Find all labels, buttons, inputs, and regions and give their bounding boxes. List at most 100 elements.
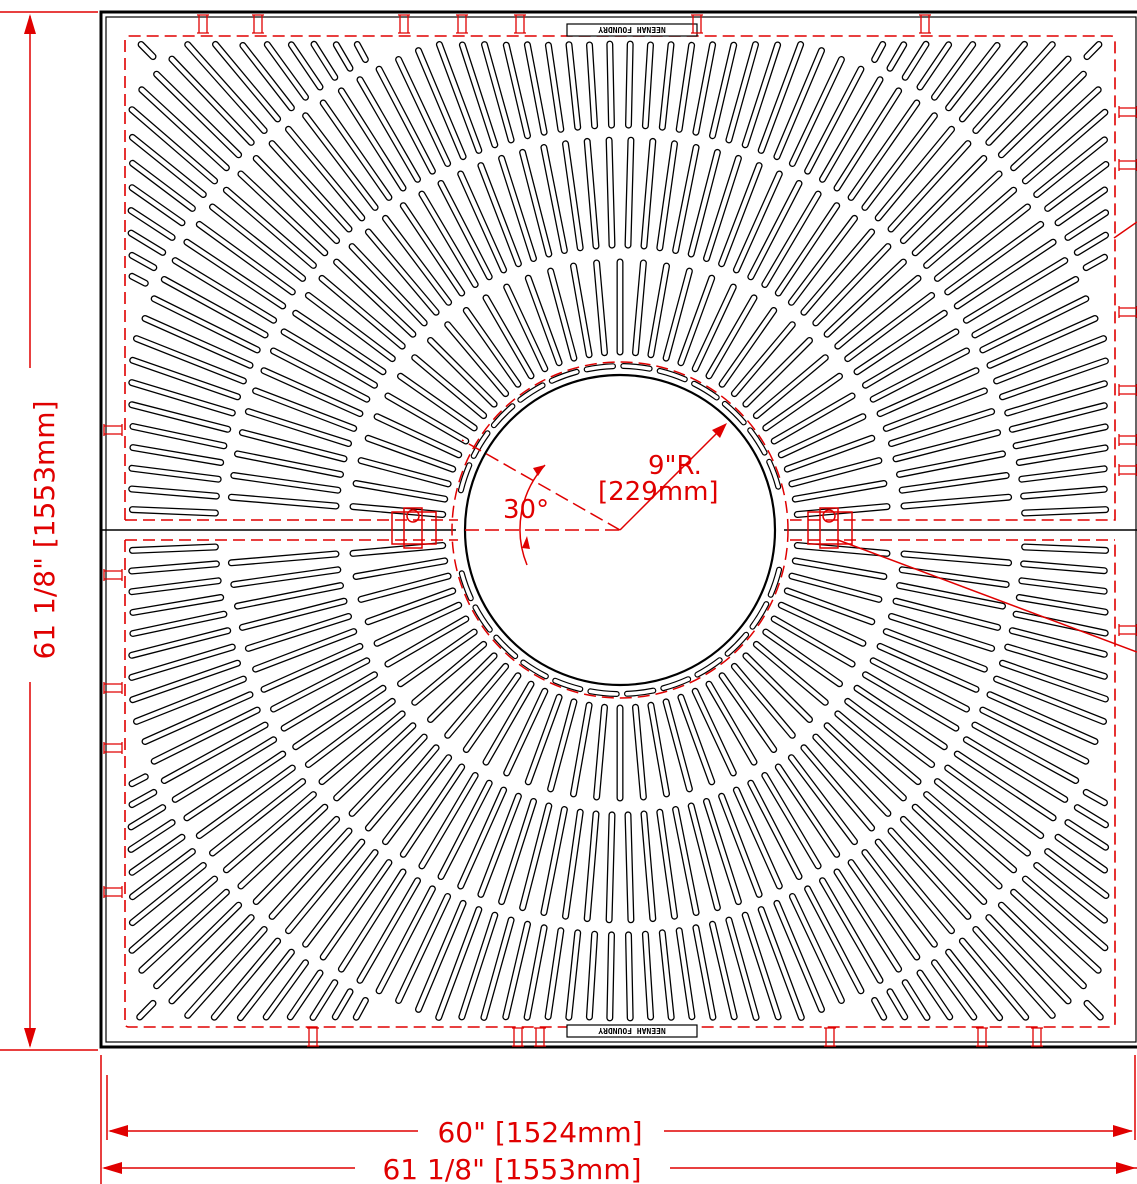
slot-opening bbox=[660, 930, 674, 1020]
center-dashed-ring bbox=[451, 361, 789, 699]
inner-arc-slot bbox=[695, 658, 722, 677]
slot-opening bbox=[412, 642, 486, 705]
slot-opening bbox=[261, 368, 363, 416]
fastener-mark bbox=[103, 742, 123, 754]
slot-opening bbox=[734, 171, 782, 273]
slot-opening bbox=[366, 588, 455, 624]
slot-opening bbox=[288, 970, 323, 1020]
slot-opening bbox=[999, 71, 1086, 158]
slot-opening bbox=[863, 329, 959, 388]
slot-opening bbox=[790, 57, 844, 166]
slot-opening bbox=[932, 960, 976, 1020]
left-dimension-label: 61 1/8" [1553mm] bbox=[28, 400, 61, 659]
inner-arc-slot bbox=[550, 370, 579, 383]
slot-opening bbox=[1065, 820, 1108, 850]
slot-opening bbox=[303, 850, 378, 947]
slot-opening bbox=[973, 927, 1055, 1018]
slot-opening bbox=[772, 393, 855, 444]
slot-opening bbox=[224, 187, 316, 268]
slot-opening bbox=[876, 839, 954, 933]
slot-opening bbox=[172, 737, 276, 802]
slot-opening bbox=[901, 156, 986, 243]
slot-opening bbox=[789, 458, 882, 487]
left-dim-arrow-top bbox=[24, 14, 36, 34]
slot-opening bbox=[1021, 487, 1107, 499]
slot-opening bbox=[385, 393, 468, 444]
slot-opening bbox=[246, 409, 351, 446]
slot-opening bbox=[964, 258, 1068, 323]
slot-opening bbox=[657, 141, 677, 251]
bottom-inner-dimension-label: 60" [1524mm] bbox=[437, 1116, 642, 1149]
fastener-mark bbox=[103, 424, 123, 436]
slot-opening bbox=[607, 41, 614, 128]
slot-opening bbox=[151, 707, 260, 764]
slot-opening bbox=[416, 48, 466, 159]
slot-opening bbox=[286, 127, 364, 221]
slot-opening bbox=[254, 156, 339, 243]
slot-opening bbox=[689, 150, 720, 257]
slot-opening bbox=[129, 774, 148, 786]
inner-arc-slot bbox=[621, 364, 652, 371]
slot-opening bbox=[210, 204, 305, 281]
slot-opening bbox=[464, 308, 521, 387]
slot-opening bbox=[374, 414, 461, 457]
slot-opening bbox=[888, 141, 971, 232]
slot-opening bbox=[633, 705, 646, 800]
slot-opening bbox=[129, 876, 217, 953]
slot-opening bbox=[980, 296, 1089, 353]
slot-opening bbox=[801, 745, 874, 831]
slot-opening bbox=[503, 922, 530, 1019]
slot-opening bbox=[319, 711, 405, 784]
slot-opening bbox=[719, 163, 762, 266]
slot-opening bbox=[130, 445, 223, 465]
slot-opening bbox=[129, 486, 219, 499]
slot-opening bbox=[889, 614, 994, 651]
slot-opening bbox=[481, 917, 514, 1020]
slot-opening bbox=[660, 42, 674, 130]
inner-arc-slot bbox=[460, 571, 473, 600]
slot-opening bbox=[587, 932, 597, 1020]
inner-arc-slot bbox=[584, 364, 615, 372]
inner-arc-slot bbox=[471, 431, 490, 458]
slot-opening bbox=[706, 295, 757, 378]
slot-opening bbox=[1083, 790, 1107, 805]
slot-opening bbox=[334, 259, 416, 337]
inner-arc-slot bbox=[767, 460, 780, 489]
slot-opening bbox=[972, 722, 1078, 783]
slot-opening bbox=[235, 583, 343, 609]
slot-opening bbox=[1017, 595, 1108, 615]
slot-opening bbox=[134, 676, 246, 724]
slot-opening bbox=[401, 203, 464, 296]
slot-opening bbox=[128, 208, 175, 240]
inner-arc-slot bbox=[768, 567, 781, 597]
slot-opening bbox=[964, 737, 1068, 802]
slot-opening bbox=[1055, 835, 1107, 873]
slot-opening bbox=[871, 348, 969, 402]
slot-opening bbox=[271, 658, 369, 712]
slot-opening bbox=[987, 316, 1098, 368]
slot-opening bbox=[1055, 187, 1107, 225]
slot-opening bbox=[142, 692, 253, 744]
slot-opening bbox=[349, 244, 427, 326]
inner-arc-slot bbox=[521, 660, 548, 679]
inner-arc-slot bbox=[725, 633, 748, 656]
fastener-mark bbox=[1118, 464, 1137, 476]
slot-opening bbox=[231, 473, 340, 493]
slot-opening bbox=[333, 989, 353, 1020]
angle-label: 30° bbox=[503, 495, 549, 525]
slot-opening bbox=[169, 915, 254, 1004]
slot-opening bbox=[759, 907, 804, 1020]
slot-opening bbox=[311, 42, 337, 80]
slot-opening bbox=[986, 56, 1071, 145]
slot-opening bbox=[719, 673, 776, 752]
fastener-mark bbox=[307, 1027, 319, 1047]
slot-opening bbox=[162, 277, 268, 338]
fastener-mark bbox=[1031, 1027, 1043, 1047]
fastener-mark bbox=[398, 14, 410, 34]
slot-opening bbox=[353, 481, 447, 502]
top-panel-dashed-outline bbox=[124, 35, 1116, 521]
slot-opening bbox=[129, 185, 185, 225]
slot-opening bbox=[354, 998, 368, 1020]
slot-opening bbox=[526, 695, 562, 784]
slot-opening bbox=[754, 642, 828, 705]
